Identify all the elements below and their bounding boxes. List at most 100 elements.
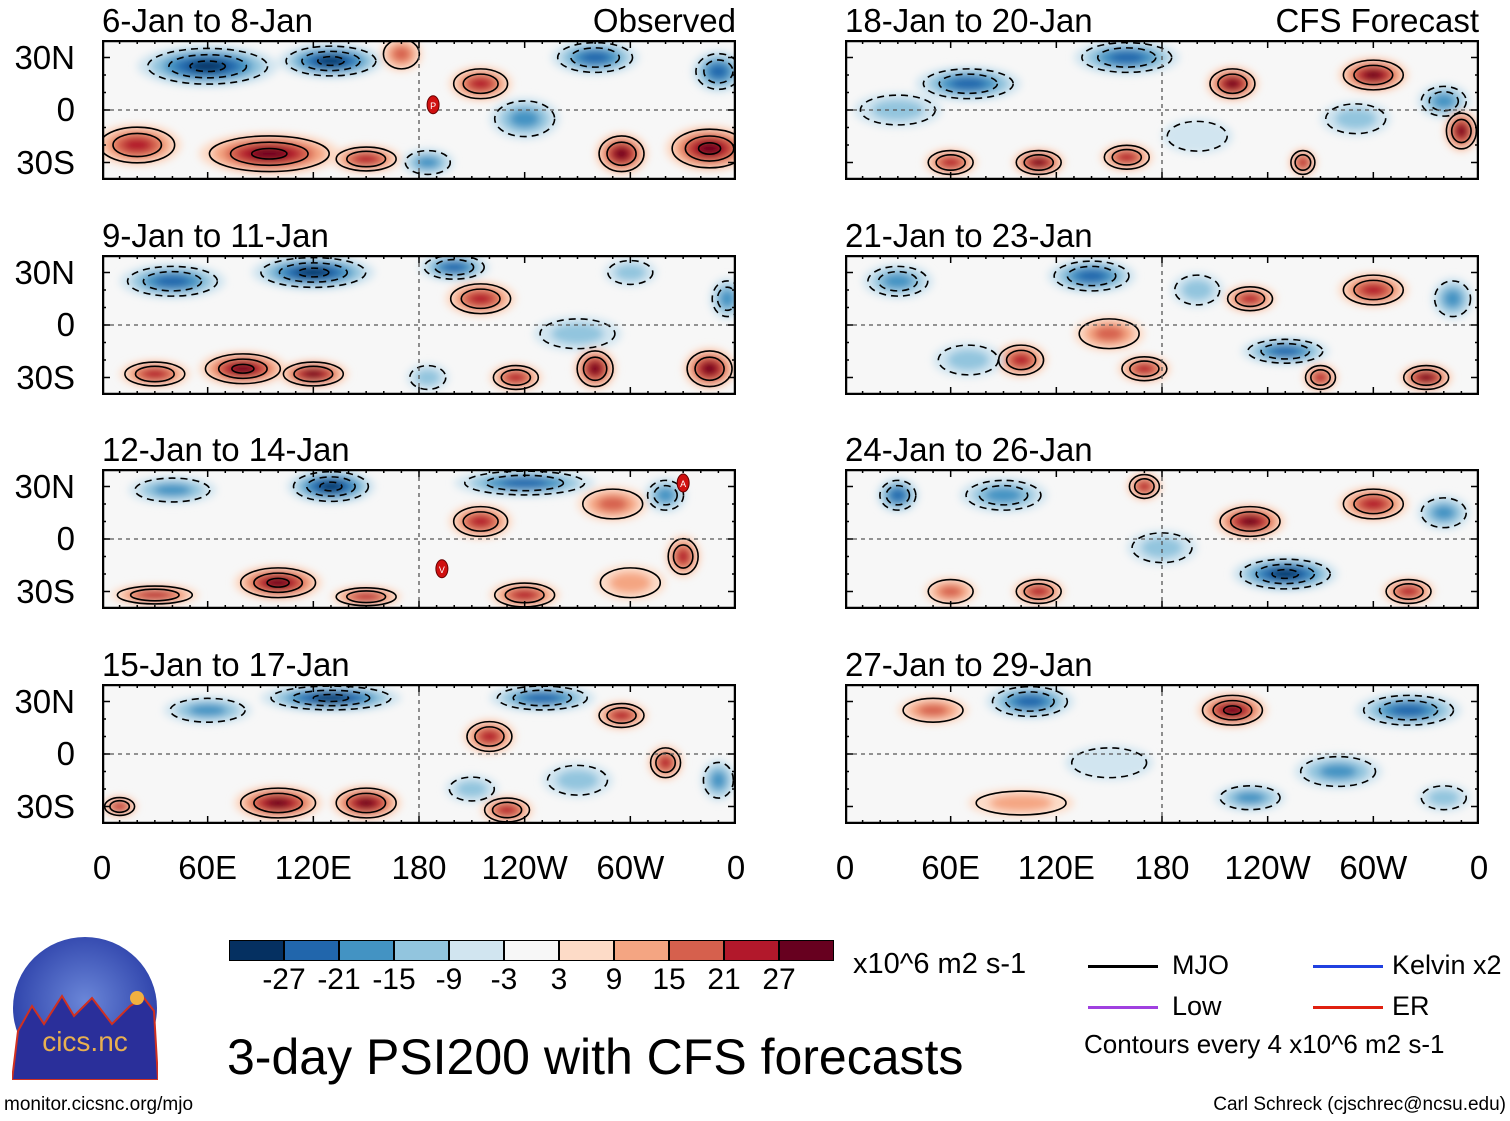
colorbar-tick: -3 [490, 963, 518, 996]
mjo-contour [1219, 505, 1281, 538]
lat-label: 30S [16, 143, 75, 181]
mjo-contour [938, 73, 999, 95]
anomaly-shading [1162, 118, 1233, 154]
mjo-contour [686, 350, 733, 388]
panel-title: 18-Jan to 20-Jan [845, 2, 1093, 39]
footer-url[interactable]: monitor.cicsnc.org/mjo [4, 1094, 194, 1115]
panel-tag: CFS Forecast [1275, 2, 1479, 39]
mjo-contour [1005, 349, 1037, 371]
svg-text:V: V [439, 565, 445, 575]
anomaly-shading [507, 372, 525, 383]
footer-credit: Carl Schreck (cjschrec@ncsu.edu) [1213, 1094, 1506, 1115]
panel-frame [845, 469, 1479, 609]
mjo-contour [598, 702, 645, 729]
mjo-contour [124, 361, 186, 387]
anomaly-shading [871, 99, 925, 121]
anomaly-shading [512, 590, 537, 600]
anomaly-shading [188, 60, 227, 72]
anomaly-shading [677, 549, 690, 564]
storm-marker: P [426, 95, 440, 115]
mjo-contour [474, 726, 505, 747]
lon-label: 60W [1339, 849, 1408, 886]
anomaly-shading [524, 693, 560, 703]
mjo-contour [1450, 118, 1472, 144]
lon-label: 0 [835, 849, 855, 886]
grid-line [845, 684, 1479, 824]
mjo-contour [1353, 64, 1394, 86]
anomaly-shading [1240, 516, 1260, 527]
anomaly-shading [1319, 764, 1357, 779]
map-panel [845, 469, 1479, 609]
colorbar-swatch [779, 940, 834, 961]
anomaly-shading [1222, 705, 1243, 716]
mjo-contour [935, 154, 966, 172]
mjo-contour [229, 141, 309, 167]
mjo-contour [335, 787, 397, 819]
mjo-contour [695, 52, 736, 91]
colorbar-swatch [504, 940, 559, 961]
anomaly-shading [1363, 70, 1383, 80]
anomaly-shading [950, 77, 986, 90]
anomaly-shading [614, 148, 629, 160]
mjo-contour [1260, 342, 1311, 360]
anomaly-shading [947, 349, 990, 371]
anomaly-shading [140, 591, 170, 599]
mjo-contour [1053, 260, 1130, 292]
mjo-contour [463, 470, 586, 496]
lat-label: 30S [16, 358, 75, 396]
mjo-contour [716, 286, 736, 312]
anomaly-shading [1181, 279, 1214, 301]
lat-label: 30N [14, 38, 75, 76]
mjo-contour [1226, 286, 1274, 312]
mjo-contour [646, 479, 685, 511]
panel-frame [102, 469, 736, 609]
mjo-contour [1128, 473, 1161, 500]
mjo-contour [345, 792, 387, 814]
legend-low-label: Low [1172, 991, 1222, 1021]
anomaly-shading [710, 771, 726, 790]
mjo-contour [301, 50, 361, 72]
anomaly-shading [890, 489, 905, 502]
mjo-contour [1353, 493, 1394, 515]
mjo-contour [1201, 694, 1264, 726]
mjo-contour [1173, 274, 1221, 306]
anomaly-shading [1361, 498, 1386, 510]
mjo-contour [146, 47, 269, 85]
panel-frame [845, 40, 1479, 180]
anomaly-shading [1031, 158, 1046, 167]
panel-title: 27-Jan to 29-Jan [845, 646, 1093, 683]
anomaly-shading [589, 363, 601, 375]
storm-marker: A [676, 473, 690, 493]
mjo-contour [697, 142, 722, 155]
mjo-contour [239, 567, 317, 599]
mjo-contour [570, 47, 621, 68]
anomaly-shading [656, 487, 675, 503]
anomaly-shading [122, 138, 152, 152]
anomaly-shading [442, 262, 466, 272]
anomaly-shading [470, 77, 492, 90]
mjo-contour [382, 40, 421, 70]
mjo-contour [1239, 558, 1331, 590]
mjo-contour [1304, 364, 1337, 391]
anomaly-shading [1140, 537, 1184, 559]
anomaly-shading [230, 363, 255, 374]
mjo-contour [556, 41, 634, 74]
colorbar-tick: 9 [605, 963, 623, 996]
mjo-contour [231, 363, 255, 374]
anomaly-shading [266, 798, 291, 808]
map-panel [845, 40, 1479, 180]
mjo-contour [975, 790, 1067, 816]
mjo-contour [877, 270, 919, 292]
panel-frame [845, 684, 1479, 824]
colorbar-swatch [449, 940, 504, 961]
anomaly-shading [509, 109, 540, 128]
mjo-contour [466, 720, 513, 753]
mjo-contour [1234, 290, 1266, 308]
anomaly-shading [266, 577, 291, 588]
anomaly-shading [597, 496, 628, 512]
anomaly-shading [356, 798, 376, 808]
anomaly-shading [1418, 373, 1434, 382]
mjo-contour [867, 265, 929, 297]
mjo-contour [607, 259, 654, 286]
lon-label: 60W [596, 849, 665, 886]
